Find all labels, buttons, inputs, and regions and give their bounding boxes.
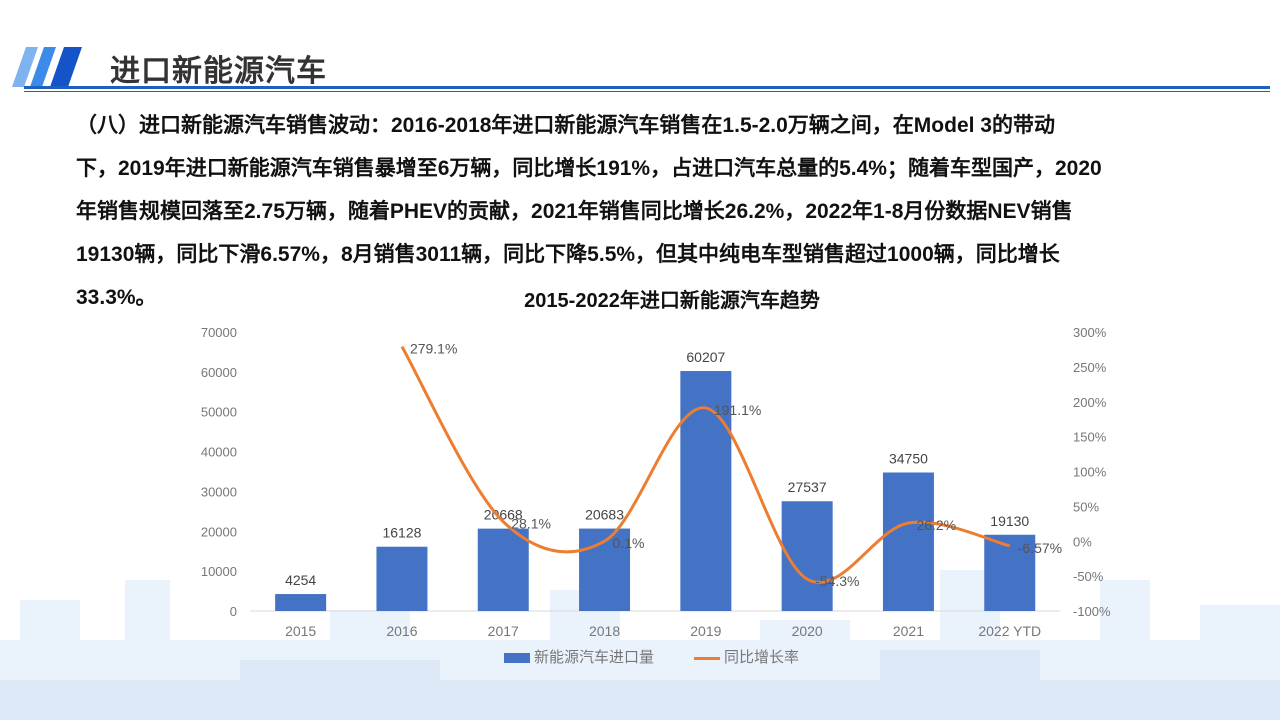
paragraph-line: （八）进口新能源汽车销售波动：2016-2018年进口新能源汽车销售在1.5-2… <box>76 114 1055 137</box>
line-data-label: 279.1% <box>410 341 457 357</box>
paragraph-line: 19130辆，同比下滑6.57%，8月销售3011辆，同比下降5.5%，但其中纯… <box>76 243 1060 266</box>
bar <box>984 534 1036 611</box>
header-divider <box>24 86 1270 89</box>
legend-label: 同比增长率 <box>724 649 800 666</box>
paragraph-line: 年销售规模回落至2.75万辆，随着PHEV的贡献，2021年销售同比增长26.2… <box>76 200 1073 223</box>
bar-data-label: 4254 <box>285 572 316 588</box>
y-tick-label: 70000 <box>201 325 237 340</box>
legend-label: 新能源汽车进口量 <box>534 649 655 666</box>
growth-rate-line <box>400 345 1011 584</box>
y2-tick-label: 0% <box>1073 534 1092 549</box>
background-skyline <box>0 570 1280 720</box>
page-title: 进口新能源汽车 <box>110 55 327 88</box>
description-paragraph: （八）进口新能源汽车销售波动：2016-2018年进口新能源汽车销售在1.5-2… <box>76 104 1236 319</box>
x-tick-label: 2018 <box>589 623 620 639</box>
legend-line-swatch <box>694 656 721 660</box>
y-tick-label: 40000 <box>201 445 237 460</box>
legend-item-line: 同比增长率 <box>694 646 799 667</box>
line-data-label: 26.2% <box>916 517 956 533</box>
bar <box>275 594 327 611</box>
line-data-label: -6.57% <box>1018 540 1062 556</box>
x-tick-label: 2022 YTD <box>978 623 1041 639</box>
bar-data-label: 20683 <box>585 507 624 523</box>
y2-tick-label: 200% <box>1073 395 1107 410</box>
y-tick-label: 10000 <box>201 564 237 579</box>
bar <box>680 371 732 611</box>
x-tick-label: 2016 <box>386 623 417 639</box>
y2-tick-label: 150% <box>1073 430 1107 445</box>
line-data-label: 191.1% <box>714 402 761 418</box>
line-data-label: 0.1% <box>613 535 645 551</box>
paragraph-line: 33.3%。 <box>76 286 157 309</box>
x-tick-label: 2021 <box>893 623 924 639</box>
y2-tick-label: 300% <box>1073 325 1107 340</box>
y-tick-label: 60000 <box>201 365 237 380</box>
bar <box>376 546 428 611</box>
x-tick-label: 2020 <box>792 623 823 639</box>
chart-title: 2015-2022年进口新能源汽车趋势 <box>524 290 820 312</box>
bar-data-label: 34750 <box>889 450 928 466</box>
y2-tick-label: -100% <box>1073 604 1111 619</box>
x-tick-label: 2017 <box>488 623 519 639</box>
chart-legend: 新能源汽车进口量 同比增长率 <box>504 646 799 667</box>
y-tick-label: 0 <box>230 604 237 619</box>
x-tick-label: 2015 <box>285 623 316 639</box>
line-data-label: -54.3% <box>815 573 859 589</box>
legend-bar-swatch <box>504 653 530 664</box>
header-divider-thin <box>24 91 1270 92</box>
y2-tick-label: 50% <box>1073 499 1099 514</box>
y-tick-label: 20000 <box>201 524 237 539</box>
y2-tick-label: 250% <box>1073 360 1107 375</box>
bar-data-label: 27537 <box>788 479 827 495</box>
bar <box>781 501 833 611</box>
y-tick-label: 30000 <box>201 484 237 499</box>
bar-data-label: 16128 <box>382 525 421 541</box>
line-data-label: 28.1% <box>511 516 551 532</box>
y-tick-label: 50000 <box>201 405 237 420</box>
y2-tick-label: -50% <box>1073 569 1104 584</box>
bar-data-label: 19130 <box>990 513 1029 529</box>
legend-item-bar: 新能源汽车进口量 <box>504 646 654 667</box>
bar <box>882 472 934 611</box>
x-tick-label: 2019 <box>690 623 721 639</box>
header-stripes-icon <box>12 47 82 87</box>
bar <box>477 528 529 611</box>
bar-data-label: 60207 <box>686 349 725 365</box>
paragraph-line: 下，2019年进口新能源汽车销售暴增至6万辆，同比增长191%，占进口汽车总量的… <box>76 157 1102 180</box>
y2-tick-label: 100% <box>1073 465 1107 480</box>
